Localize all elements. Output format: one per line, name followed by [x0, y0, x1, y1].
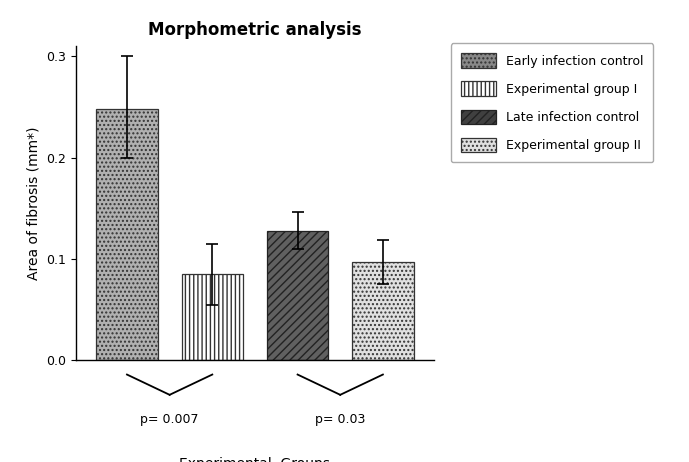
Bar	[182, 274, 243, 360]
Legend: Early infection control, Experimental group I, Late infection control, Experimen: Early infection control, Experimental gr…	[451, 43, 653, 162]
Y-axis label: Area of fibrosis (mm*): Area of fibrosis (mm*)	[26, 127, 41, 280]
Text: Experimental  Groups: Experimental Groups	[179, 456, 331, 462]
Bar	[352, 262, 413, 360]
Text: p= 0.007: p= 0.007	[141, 413, 199, 426]
Text: p= 0.03: p= 0.03	[315, 413, 365, 426]
Title: Morphometric analysis: Morphometric analysis	[148, 21, 362, 39]
Bar	[267, 231, 328, 360]
Bar	[96, 109, 158, 360]
